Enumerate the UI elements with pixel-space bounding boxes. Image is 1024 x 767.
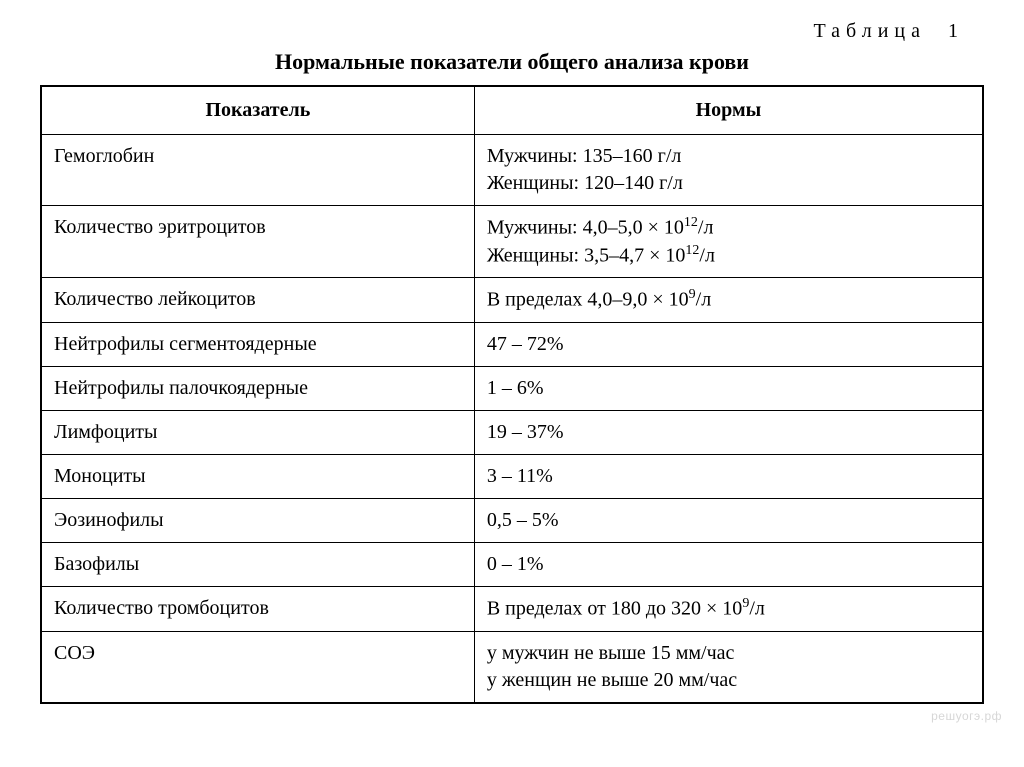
indicator-cell: Эозинофилы — [41, 498, 474, 542]
col-header-indicator: Показатель — [41, 86, 474, 135]
indicator-cell: Количество тромбоцитов — [41, 586, 474, 631]
table-row: Количество лейкоцитовВ пределах 4,0–9,0 … — [41, 278, 983, 323]
norm-cell: В пределах 4,0–9,0 × 109/л — [474, 278, 983, 323]
norm-cell: 0,5 – 5% — [474, 498, 983, 542]
table-row: ГемоглобинМужчины: 135–160 г/лЖенщины: 1… — [41, 135, 983, 206]
norm-cell: 3 – 11% — [474, 454, 983, 498]
norm-cell: 1 – 6% — [474, 366, 983, 410]
table-row: Количество тромбоцитовВ пределах от 180 … — [41, 586, 983, 631]
norm-cell: у мужчин не выше 15 мм/часу женщин не вы… — [474, 631, 983, 703]
indicator-cell: Базофилы — [41, 542, 474, 586]
table-row: Лимфоциты19 – 37% — [41, 410, 983, 454]
indicator-cell: СОЭ — [41, 631, 474, 703]
table-label-prefix: Таблица — [813, 20, 926, 42]
norm-cell: Мужчины: 4,0–5,0 × 1012/лЖенщины: 3,5–4,… — [474, 206, 983, 278]
indicator-cell: Количество эритроцитов — [41, 206, 474, 278]
norm-cell: Мужчины: 135–160 г/лЖенщины: 120–140 г/л — [474, 135, 983, 206]
indicator-cell: Нейтрофилы палочкоядерные — [41, 366, 474, 410]
norm-cell: 19 – 37% — [474, 410, 983, 454]
norm-cell: В пределах от 180 до 320 × 109/л — [474, 586, 983, 631]
table-header-row: Показатель Нормы — [41, 86, 983, 135]
indicator-cell: Нейтрофилы сегментоядерные — [41, 322, 474, 366]
norm-cell: 0 – 1% — [474, 542, 983, 586]
indicator-cell: Лимфоциты — [41, 410, 474, 454]
table-label-number: 1 — [948, 20, 964, 42]
table-row: СОЭу мужчин не выше 15 мм/часу женщин не… — [41, 631, 983, 703]
indicator-cell: Количество лейкоцитов — [41, 278, 474, 323]
table-row: Нейтрофилы сегментоядерные47 – 72% — [41, 322, 983, 366]
norm-cell: 47 – 72% — [474, 322, 983, 366]
table-row: Эозинофилы0,5 – 5% — [41, 498, 983, 542]
table-row: Моноциты3 – 11% — [41, 454, 983, 498]
blood-analysis-table: Показатель Нормы ГемоглобинМужчины: 135–… — [40, 85, 984, 704]
table-row: Нейтрофилы палочкоядерные1 – 6% — [41, 366, 983, 410]
table-row: Количество эритроцитовМужчины: 4,0–5,0 ×… — [41, 206, 983, 278]
table-label: Таблица 1 — [40, 20, 984, 43]
watermark: решуогэ.рф — [931, 709, 1002, 723]
col-header-norms: Нормы — [474, 86, 983, 135]
table-title: Нормальные показатели общего анализа кро… — [40, 49, 984, 75]
indicator-cell: Гемоглобин — [41, 135, 474, 206]
indicator-cell: Моноциты — [41, 454, 474, 498]
table-row: Базофилы0 – 1% — [41, 542, 983, 586]
